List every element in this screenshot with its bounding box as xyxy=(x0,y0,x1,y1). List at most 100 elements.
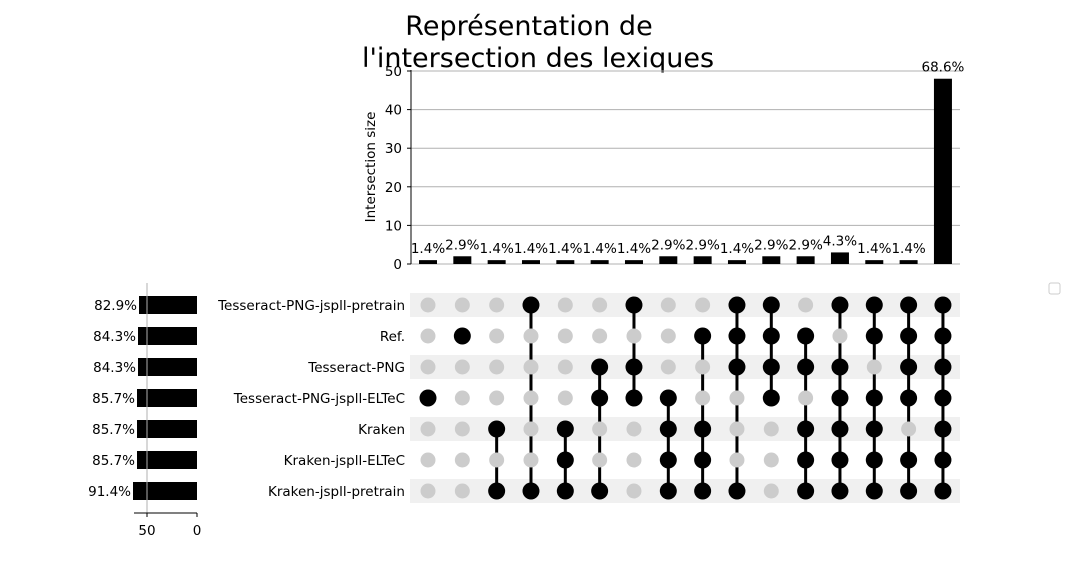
intersection-bar-label: 2.9% xyxy=(445,237,479,253)
intersection-bar-label: 1.4% xyxy=(720,241,754,257)
intersection-bar-label: 2.9% xyxy=(685,237,719,253)
matrix-dot-empty xyxy=(592,421,608,437)
intersection-bar xyxy=(556,260,575,264)
set-size-label: 85.7% xyxy=(92,422,135,438)
intersection-bar xyxy=(727,260,746,264)
matrix-dot-empty xyxy=(454,359,470,375)
matrix-dot-filled xyxy=(934,482,952,500)
matrix-dot-filled xyxy=(934,389,952,407)
intersection-bars: 1.4% 2.9% 1.4% 1.4% 1.4% 1.4% 1.4% 2.9% 2.9% 1.4%… xyxy=(411,60,965,264)
matrix-dot-empty xyxy=(420,452,436,468)
matrix-dot-filled xyxy=(762,327,780,345)
matrix-dot-empty xyxy=(626,328,642,344)
matrix-dot-filled xyxy=(900,451,918,469)
intersection-bar xyxy=(693,256,712,264)
matrix-dot-filled xyxy=(659,482,677,500)
matrix-dot-filled xyxy=(797,358,815,376)
matrix-dot-empty xyxy=(420,359,436,375)
intersection-bar xyxy=(933,78,952,264)
matrix-dot-filled xyxy=(556,420,574,438)
matrix-dot-filled xyxy=(865,451,883,469)
intersection-bar-label: 1.4% xyxy=(891,241,925,257)
matrix-dot-filled xyxy=(797,420,815,438)
matrix-dot-filled xyxy=(625,389,643,407)
matrix-dot-filled xyxy=(831,420,849,438)
set-size-label: 82.9% xyxy=(94,298,137,314)
matrix-dot-filled xyxy=(556,451,574,469)
matrix-dot-filled xyxy=(762,296,780,314)
matrix-dot-filled xyxy=(694,482,712,500)
set-size-bar xyxy=(137,451,197,469)
intersection-bar-label: 2.9% xyxy=(651,237,685,253)
matrix-dot-empty xyxy=(557,390,573,406)
y-axis-label: Intersection size xyxy=(363,112,379,223)
set-size-label: 84.3% xyxy=(93,360,136,376)
intersection-bar xyxy=(865,260,884,264)
matrix-dot-filled xyxy=(831,296,849,314)
matrix-dot-filled xyxy=(900,358,918,376)
matrix-dot-empty xyxy=(489,390,505,406)
set-size-bar xyxy=(138,327,197,345)
matrix-dot-filled xyxy=(488,420,506,438)
intersection-bar-label: 1.4% xyxy=(411,241,445,257)
matrix-dot-empty xyxy=(832,328,848,344)
set-name-label: Tesseract-PNG-jspll-ELTeC xyxy=(233,391,405,407)
intersection-bar xyxy=(590,260,609,264)
set-name-label: Kraken-jspll-pretrain xyxy=(268,484,405,500)
set-name-label: Kraken-jspll-ELTeC xyxy=(284,453,405,469)
matrix-dot-filled xyxy=(591,482,609,500)
y-tick-label: 30 xyxy=(385,141,402,157)
matrix-dot-filled xyxy=(488,482,506,500)
matrix-dot-filled xyxy=(694,451,712,469)
matrix-dot-filled xyxy=(865,482,883,500)
matrix-dot-empty xyxy=(523,421,539,437)
matrix-dot-empty xyxy=(420,297,436,313)
intersection-bar-label: 2.9% xyxy=(754,237,788,253)
matrix-dot-filled xyxy=(625,296,643,314)
bar-gridlines xyxy=(411,70,960,265)
matrix-dot-filled xyxy=(865,420,883,438)
matrix-dot-empty xyxy=(626,421,642,437)
set-size-bar xyxy=(138,358,197,376)
y-tick-label: 10 xyxy=(385,218,402,234)
matrix-dot-filled xyxy=(934,327,952,345)
matrix-dot-filled xyxy=(900,389,918,407)
matrix-dot-empty xyxy=(454,452,470,468)
intersection-bar-label: 1.4% xyxy=(617,241,651,257)
matrix-dot-filled xyxy=(659,451,677,469)
matrix-dot-empty xyxy=(729,421,745,437)
intersection-bar-label: 1.4% xyxy=(582,241,616,257)
matrix-dot-empty xyxy=(626,452,642,468)
matrix-dot-filled xyxy=(900,482,918,500)
chart-title-line-1: Représentation de xyxy=(405,11,652,42)
matrix-dot-filled xyxy=(728,358,746,376)
matrix-dot-empty xyxy=(489,297,505,313)
matrix-dot-filled xyxy=(865,296,883,314)
set-size-bars: 82.9% 84.3% 84.3% 85.7% 85.7% 85.7% 91.4% 50 0 xyxy=(88,283,201,539)
matrix-dot-empty xyxy=(454,483,470,499)
set-name-label: Kraken xyxy=(358,422,405,438)
intersection-matrix: Tesseract-PNG-jspll-pretrain Ref. Tesserac… xyxy=(217,296,952,500)
matrix-dot-filled xyxy=(591,358,609,376)
matrix-dot-filled xyxy=(522,296,540,314)
matrix-dot-empty xyxy=(798,297,814,313)
intersection-bar xyxy=(899,260,918,264)
intersection-bar xyxy=(762,256,781,264)
matrix-dot-filled xyxy=(831,358,849,376)
set-name-label: Ref. xyxy=(380,329,405,345)
matrix-dot-filled xyxy=(865,389,883,407)
matrix-dot-filled xyxy=(762,389,780,407)
matrix-dot-empty xyxy=(729,390,745,406)
set-size-tick-label: 0 xyxy=(193,523,202,539)
matrix-dot-empty xyxy=(901,421,917,437)
matrix-dot-empty xyxy=(557,359,573,375)
matrix-dot-filled xyxy=(797,327,815,345)
matrix-dot-empty xyxy=(592,452,608,468)
matrix-dot-filled xyxy=(728,482,746,500)
matrix-dot-empty xyxy=(592,328,608,344)
set-name-label: Tesseract-PNG-jspll-pretrain xyxy=(217,298,405,314)
axes: 0 10 20 30 40 50 xyxy=(385,64,412,273)
matrix-dot-empty xyxy=(660,359,676,375)
matrix-dot-filled xyxy=(831,482,849,500)
